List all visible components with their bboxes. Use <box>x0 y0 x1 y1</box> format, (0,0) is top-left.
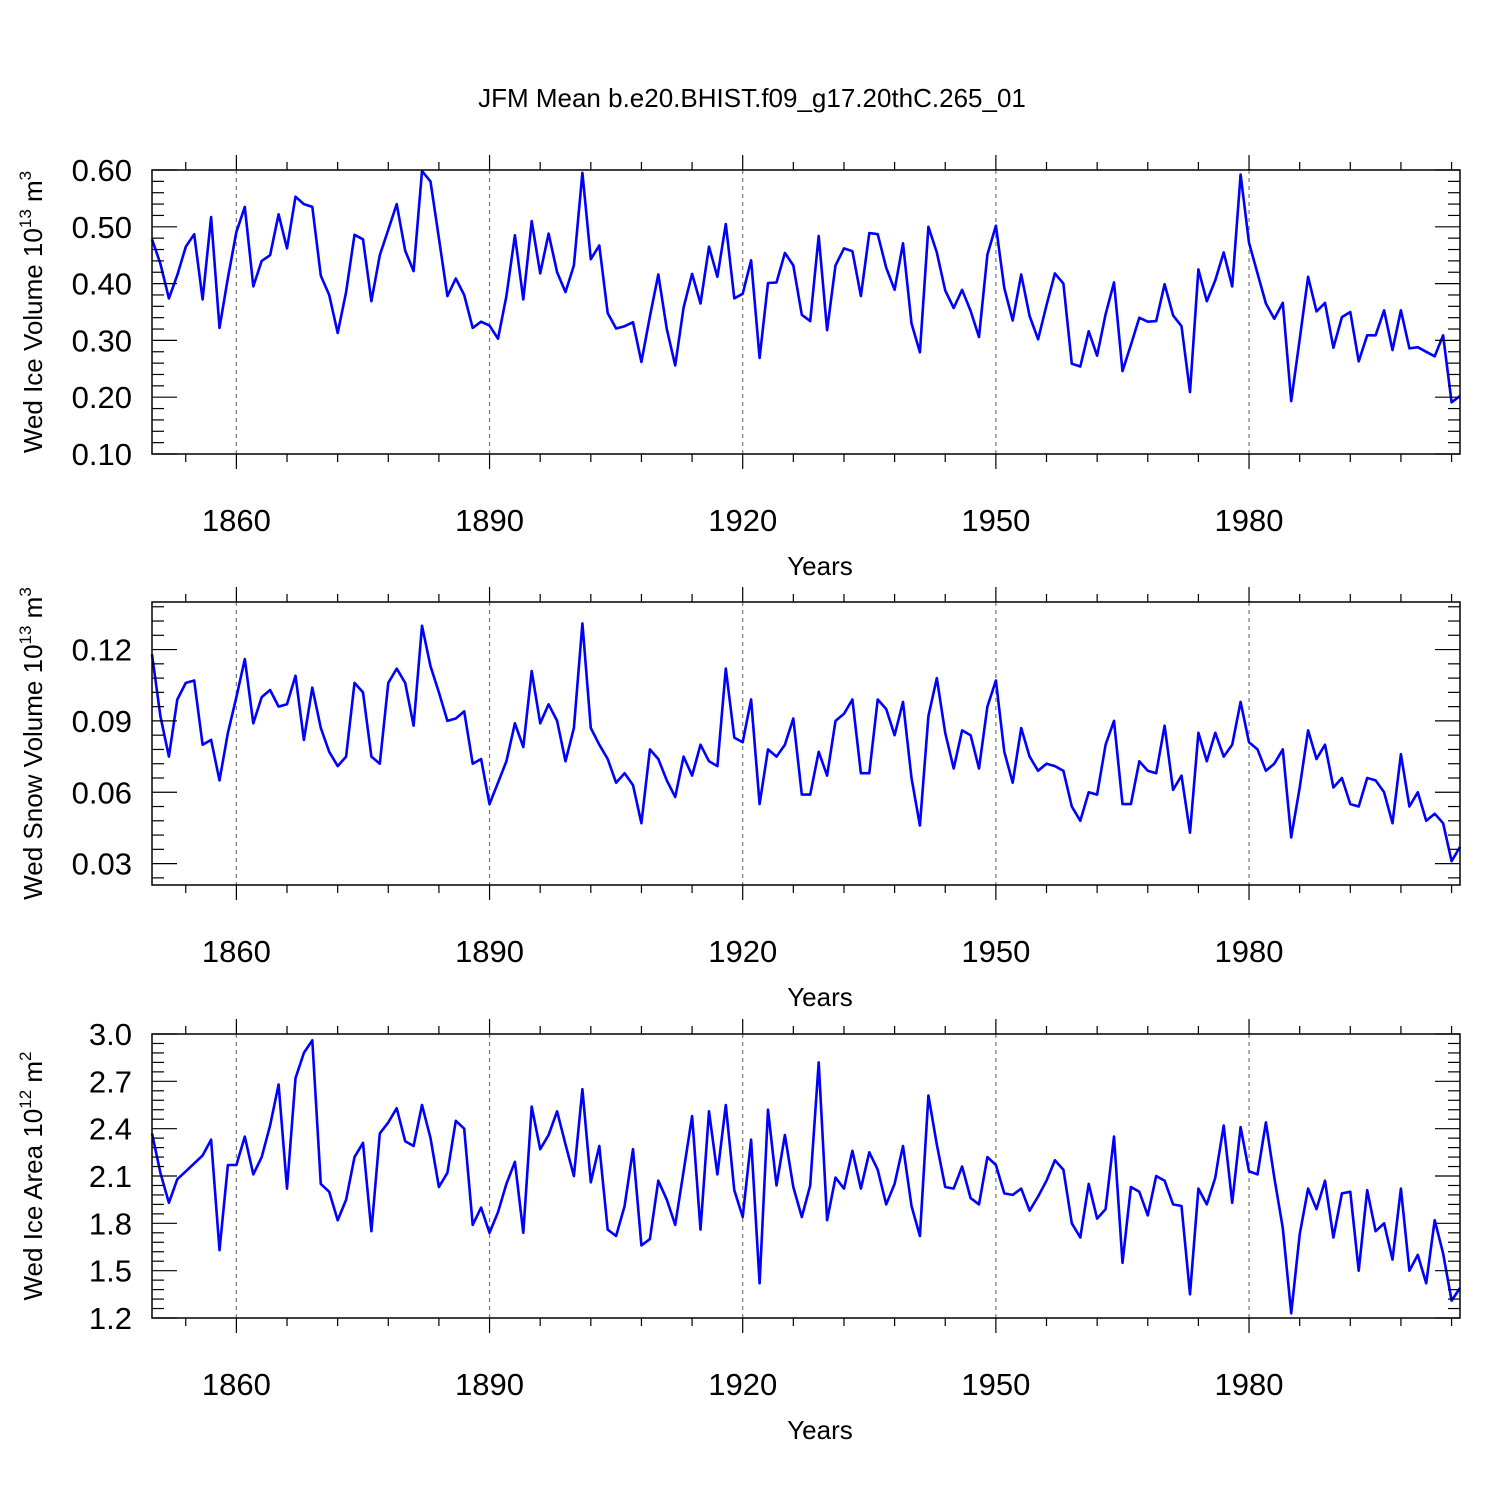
x-tick-label: 1920 <box>708 1367 777 1402</box>
y-axis-label-superscript: 13 <box>16 626 35 645</box>
chart-panel-1: 0.10 0.20 0.30 0.40 0.50 0.60 1860 1890 1920 1950… <box>16 153 1461 581</box>
y-tick-label: 0.20 <box>72 380 132 415</box>
y-axis-label-part: m <box>18 180 48 209</box>
y-tick-label: 0.40 <box>72 267 132 302</box>
data-line <box>150 1039 1462 1315</box>
y-tick-label: 3.0 <box>89 1017 132 1052</box>
y-axis-label-part: Wed Ice Volume 10 <box>18 228 48 453</box>
y-tick-label: 2.1 <box>89 1159 132 1194</box>
x-tick-label: 1890 <box>455 1367 524 1402</box>
y-axis-label-superscript: 12 <box>16 1090 35 1109</box>
y-tick-label: 2.7 <box>89 1064 132 1099</box>
x-tick-label: 1920 <box>708 503 777 538</box>
y-axis-label-superscript: 3 <box>16 171 35 180</box>
y-tick-label: 0.09 <box>72 704 132 739</box>
y-axis-label-part: m <box>18 597 48 626</box>
x-tick-label: 1980 <box>1215 934 1284 969</box>
y-tick-label: 2.4 <box>89 1112 132 1147</box>
y-tick-label: 0.30 <box>72 323 132 358</box>
figure-title: JFM Mean b.e20.BHIST.f09_g17.20thC.265_0… <box>478 83 1026 113</box>
y-axis-label-superscript: 2 <box>16 1051 35 1060</box>
y-axis-label-part: Wed Snow Volume 10 <box>18 644 48 899</box>
plot-frame <box>151 169 1461 455</box>
y-axis-label: Wed Ice Volume 1013 m3 <box>16 171 48 453</box>
plot-frame <box>151 601 1461 886</box>
chart-panel-3: 1.2 1.5 1.8 2.1 2.4 2.7 3.0 1860 1890 1920 1950 198… <box>16 1017 1462 1445</box>
x-tick-label: 1860 <box>202 934 271 969</box>
y-axis-label-superscript: 3 <box>16 587 35 596</box>
y-tick-label: 0.50 <box>72 210 132 245</box>
y-tick-label: 0.12 <box>72 633 132 668</box>
x-axis-label: Years <box>787 551 853 581</box>
y-axis-label-superscript: 13 <box>16 209 35 228</box>
x-tick-label: 1950 <box>961 934 1030 969</box>
x-tick-label: 1890 <box>455 503 524 538</box>
x-tick-label: 1860 <box>202 1367 271 1402</box>
x-axis-label: Years <box>787 1415 853 1445</box>
y-axis-label: Wed Ice Area 1012 m2 <box>16 1051 48 1300</box>
x-tick-label: 1980 <box>1215 1367 1284 1402</box>
y-tick-label: 1.8 <box>89 1206 132 1241</box>
y-tick-label: 1.5 <box>89 1254 132 1289</box>
x-tick-label: 1950 <box>961 1367 1030 1402</box>
data-line <box>150 622 1462 863</box>
x-axis-label: Years <box>787 982 853 1012</box>
y-axis-label-part: m <box>18 1061 48 1090</box>
chart-panel-2: 0.03 0.06 0.09 0.12 1860 1890 1920 1950 1980 Year… <box>16 587 1462 1012</box>
data-line <box>150 169 1461 404</box>
y-tick-label: 0.10 <box>72 437 132 472</box>
y-tick-label: 0.60 <box>72 153 132 188</box>
y-tick-label: 1.2 <box>89 1301 132 1336</box>
chart-panels: 0.10 0.20 0.30 0.40 0.50 0.60 1860 1890 1920 1950… <box>16 153 1462 1445</box>
x-tick-label: 1980 <box>1215 503 1284 538</box>
y-tick-label: 0.03 <box>72 847 132 882</box>
x-tick-label: 1920 <box>708 934 777 969</box>
y-axis-label: Wed Snow Volume 1013 m3 <box>16 587 48 900</box>
x-tick-label: 1950 <box>961 503 1030 538</box>
x-tick-label: 1860 <box>202 503 271 538</box>
y-axis-label-part: Wed Ice Area 10 <box>18 1109 48 1301</box>
y-tick-label: 0.06 <box>72 775 132 810</box>
x-tick-label: 1890 <box>455 934 524 969</box>
